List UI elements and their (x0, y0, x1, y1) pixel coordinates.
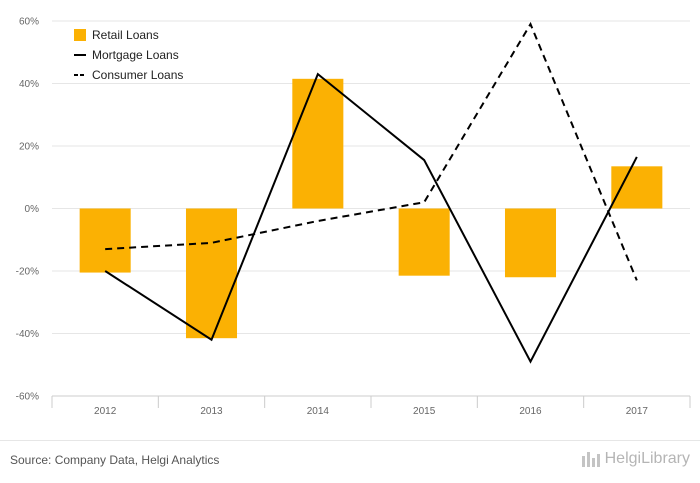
source-text: Source: Company Data, Helgi Analytics (10, 453, 220, 467)
y-tick-label: 20% (19, 142, 39, 153)
legend-label: Consumer Loans (92, 68, 183, 82)
x-tick-label: 2013 (200, 406, 223, 417)
brand-text: HelgiLibrary (604, 450, 690, 467)
bars (79, 78, 663, 339)
mortgage-loans-line[interactable] (104, 72, 638, 364)
legend-item[interactable]: Mortgage Loans (74, 48, 179, 62)
y-tick-label: 40% (19, 79, 39, 90)
y-tick-label: 60% (19, 17, 39, 28)
y-tick-label: 0% (25, 204, 40, 215)
x-tick-label: 2016 (519, 406, 542, 417)
bar-2016[interactable] (504, 208, 557, 278)
y-axis: 60% 40% 20% 0% -20% -40% -60% (16, 17, 39, 403)
x-tick-label: 2014 (307, 406, 330, 417)
legend-label: Mortgage Loans (92, 48, 179, 62)
legend-item[interactable]: Retail Loans (74, 28, 159, 42)
legend-label: Retail Loans (92, 28, 159, 42)
y-tick-label: -60% (16, 392, 39, 403)
x-axis: 2012 2013 2014 2015 2016 2017 (51, 395, 691, 417)
bar-2017[interactable] (611, 166, 663, 209)
bar-2014[interactable] (292, 78, 344, 209)
y-tick-label: -20% (16, 267, 39, 278)
legend: Retail Loans Mortgage Loans Consumer Loans (74, 28, 183, 82)
bar-2013[interactable] (185, 208, 238, 339)
x-tick-label: 2012 (94, 406, 117, 417)
y-tick-label: -40% (16, 329, 39, 340)
x-tick-label: 2017 (626, 406, 649, 417)
consumer-loans-line[interactable] (105, 21, 638, 281)
lines (104, 21, 638, 364)
legend-item[interactable]: Consumer Loans (74, 68, 183, 82)
chart-svg: 60% 40% 20% 0% -20% -40% -60% 2012 2013 2014 2015… (16, 17, 691, 417)
legend-swatch-bar (74, 29, 86, 41)
footer: Source: Company Data, Helgi Analytics He… (0, 440, 700, 483)
bar-2015[interactable] (398, 208, 450, 276)
helgi-logo-icon (581, 452, 600, 467)
bar-2012[interactable] (79, 208, 131, 273)
brand-link[interactable]: HelgiLibrary (581, 450, 690, 468)
x-tick-label: 2015 (413, 406, 436, 417)
